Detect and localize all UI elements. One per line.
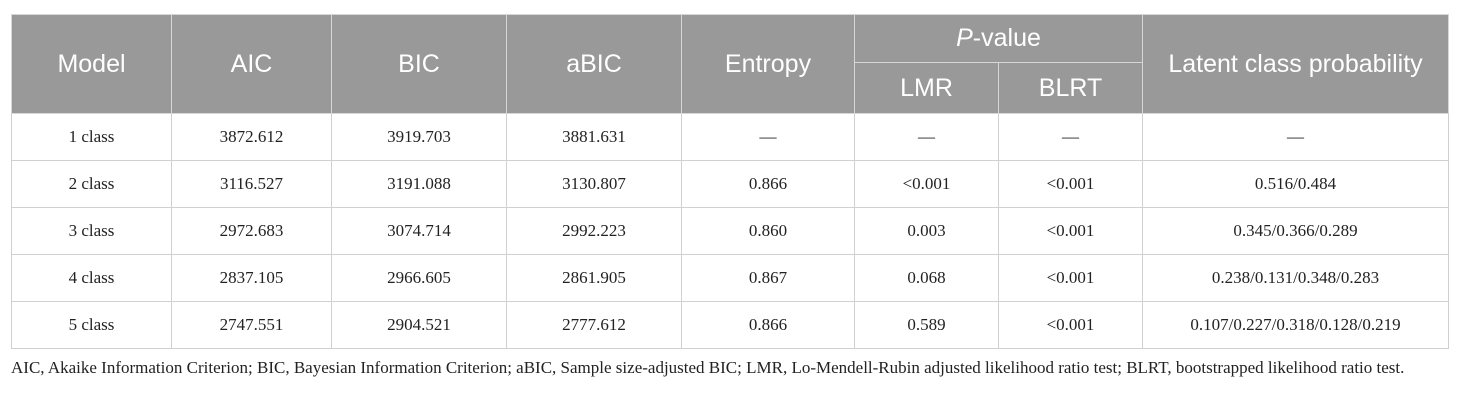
table-body: 1 class 3872.612 3919.703 3881.631 — — —… [11, 113, 1449, 349]
table-header: Model AIC BIC aBIC Entropy P-value Laten… [11, 14, 1449, 114]
cell-abic: 2992.223 [506, 207, 682, 255]
results-table: Model AIC BIC aBIC Entropy P-value Laten… [11, 14, 1449, 349]
cell-abic: 3130.807 [506, 160, 682, 208]
cell-lmr: — [854, 113, 999, 161]
cell-model: 5 class [11, 301, 172, 349]
header-pvalue: P-value [854, 14, 1143, 63]
cell-latent: 0.107/0.227/0.318/0.128/0.219 [1142, 301, 1449, 349]
table-footnote: AIC, Akaike Information Criterion; BIC, … [11, 358, 1405, 377]
cell-entropy: — [681, 113, 855, 161]
table-row: 5 class 2747.551 2904.521 2777.612 0.866… [11, 301, 1449, 349]
cell-aic: 2837.105 [171, 254, 332, 302]
header-model: Model [11, 14, 172, 114]
header-lmr: LMR [854, 62, 999, 114]
cell-bic: 3919.703 [331, 113, 507, 161]
results-table-container: Model AIC BIC aBIC Entropy P-value Laten… [11, 14, 1449, 349]
cell-lmr: 0.589 [854, 301, 999, 349]
header-bic: BIC [331, 14, 507, 114]
header-pvalue-rest: -value [972, 24, 1041, 52]
cell-aic: 3872.612 [171, 113, 332, 161]
cell-blrt: — [998, 113, 1143, 161]
cell-latent: 0.516/0.484 [1142, 160, 1449, 208]
table-row: 2 class 3116.527 3191.088 3130.807 0.866… [11, 160, 1449, 208]
table-row: 4 class 2837.105 2966.605 2861.905 0.867… [11, 254, 1449, 302]
cell-blrt: <0.001 [998, 254, 1143, 302]
cell-lmr: 0.068 [854, 254, 999, 302]
cell-lmr: <0.001 [854, 160, 999, 208]
table-row: 3 class 2972.683 3074.714 2992.223 0.860… [11, 207, 1449, 255]
header-aic: AIC [171, 14, 332, 114]
cell-bic: 2966.605 [331, 254, 507, 302]
header-pvalue-p: P [956, 24, 973, 52]
cell-abic: 3881.631 [506, 113, 682, 161]
cell-aic: 2972.683 [171, 207, 332, 255]
cell-entropy: 0.866 [681, 160, 855, 208]
cell-bic: 2904.521 [331, 301, 507, 349]
cell-entropy: 0.867 [681, 254, 855, 302]
cell-model: 3 class [11, 207, 172, 255]
cell-model: 4 class [11, 254, 172, 302]
cell-latent: 0.238/0.131/0.348/0.283 [1142, 254, 1449, 302]
cell-entropy: 0.866 [681, 301, 855, 349]
cell-latent: — [1142, 113, 1449, 161]
cell-blrt: <0.001 [998, 301, 1143, 349]
cell-blrt: <0.001 [998, 160, 1143, 208]
cell-bic: 3191.088 [331, 160, 507, 208]
header-latent: Latent class probability [1142, 14, 1449, 114]
cell-entropy: 0.860 [681, 207, 855, 255]
header-abic: aBIC [506, 14, 682, 114]
cell-abic: 2777.612 [506, 301, 682, 349]
cell-lmr: 0.003 [854, 207, 999, 255]
header-blrt: BLRT [998, 62, 1143, 114]
cell-aic: 2747.551 [171, 301, 332, 349]
cell-latent: 0.345/0.366/0.289 [1142, 207, 1449, 255]
cell-bic: 3074.714 [331, 207, 507, 255]
table-row: 1 class 3872.612 3919.703 3881.631 — — —… [11, 113, 1449, 161]
header-entropy: Entropy [681, 14, 855, 114]
cell-model: 1 class [11, 113, 172, 161]
cell-aic: 3116.527 [171, 160, 332, 208]
cell-abic: 2861.905 [506, 254, 682, 302]
cell-blrt: <0.001 [998, 207, 1143, 255]
cell-model: 2 class [11, 160, 172, 208]
